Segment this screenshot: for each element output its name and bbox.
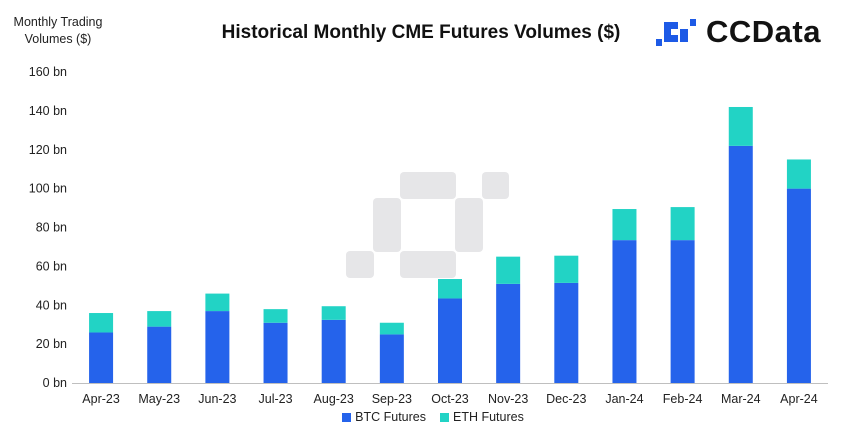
watermark-logo-graphic — [346, 172, 509, 278]
bar-btc-apr-24 — [786, 188, 811, 383]
y-tick-label: 100 bn — [29, 182, 67, 196]
y-tick-label: 0 bn — [43, 376, 67, 390]
y-axis-label: Monthly Trading Volumes ($) — [8, 14, 108, 48]
y-axis-label-line-1: Monthly Trading — [13, 15, 103, 29]
bar-eth-sep-23 — [379, 322, 404, 335]
x-tick-label: Aug-23 — [314, 392, 354, 406]
ccdata-logo-icon — [656, 19, 696, 46]
bar-eth-oct-23 — [438, 279, 462, 299]
y-tick-label: 160 bn — [29, 65, 67, 79]
x-tick-label: Sep-23 — [372, 392, 412, 406]
bar-btc-sep-23 — [379, 334, 404, 383]
watermark-block — [373, 198, 401, 252]
x-tick-label: Mar-24 — [721, 392, 761, 406]
watermark-block — [400, 172, 456, 199]
bar-eth-nov-23 — [496, 256, 521, 284]
x-tick-label: Feb-24 — [663, 392, 703, 406]
x-tick-label: Oct-23 — [431, 392, 469, 406]
y-axis-label-line-2: Volumes ($) — [24, 32, 92, 46]
y-tick-label: 80 bn — [36, 221, 67, 235]
y-tick-label: 40 bn — [36, 298, 67, 312]
legend-swatch-btc — [342, 412, 352, 422]
x-tick-label: Jul-23 — [259, 392, 293, 406]
x-axis: Apr-23 May-23 Jun-23 Jul-23 Aug-23 Sep-23 Oct-… — [72, 383, 828, 406]
legend-swatch-eth — [440, 412, 449, 422]
y-tick-label: 20 bn — [36, 337, 67, 351]
x-tick-label: Dec-23 — [546, 392, 586, 406]
watermark-block — [400, 251, 456, 278]
bar-btc-may-23 — [147, 326, 172, 383]
y-tick-label: 60 bn — [36, 259, 67, 273]
watermark-block — [482, 172, 509, 199]
bar-btc-jun-23 — [205, 311, 230, 383]
ccdata-logo: CCData — [654, 12, 821, 52]
legend-label-btc: BTC Futures — [355, 410, 426, 424]
x-tick-label: Jun-23 — [198, 392, 236, 406]
bar-eth-dec-23 — [554, 255, 579, 283]
bar-eth-jul-23 — [263, 309, 288, 323]
chart-legend: BTC Futures ETH Futures — [0, 410, 866, 424]
bar-btc-oct-23 — [438, 298, 462, 383]
ccdata-logo-text: CCData — [706, 14, 821, 49]
x-tick-label: Nov-23 — [488, 392, 528, 406]
bar-eth-apr-24 — [786, 159, 811, 189]
x-tick-label: Apr-24 — [780, 392, 818, 406]
bar-btc-apr-23 — [89, 332, 114, 383]
bar-btc-jan-24 — [612, 240, 637, 383]
legend-item-eth: ETH Futures — [440, 410, 524, 424]
x-tick-label: May-23 — [138, 392, 180, 406]
bar-eth-apr-23 — [89, 313, 114, 333]
watermark-block — [346, 251, 374, 278]
chart-title: Historical Monthly CME Futures Volumes (… — [0, 22, 866, 44]
chart-title-text: Historical Monthly CME Futures Volumes (… — [221, 22, 621, 43]
bars-group — [89, 106, 811, 383]
x-tick-label: Jan-24 — [605, 392, 643, 406]
bar-btc-aug-23 — [321, 319, 346, 383]
bar-eth-mar-24 — [728, 106, 753, 146]
watermark-block — [455, 198, 483, 252]
bar-btc-mar-24 — [728, 145, 753, 383]
y-tick-label: 120 bn — [29, 143, 67, 157]
legend-label-eth: ETH Futures — [453, 410, 524, 424]
bar-eth-jun-23 — [205, 293, 230, 312]
y-tick-label: 140 bn — [29, 104, 67, 118]
bar-btc-dec-23 — [554, 282, 579, 383]
y-axis: 0 bn 20 bn 40 bn 60 bn 80 bn 100 bn 120 bn 140 … — [29, 65, 67, 390]
bar-eth-jan-24 — [612, 209, 637, 241]
bar-btc-feb-24 — [670, 240, 695, 383]
bar-eth-feb-24 — [670, 207, 695, 241]
legend-item-btc: BTC Futures — [342, 410, 426, 424]
bar-eth-may-23 — [147, 311, 172, 327]
x-tick-label: Apr-23 — [82, 392, 120, 406]
bar-eth-aug-23 — [321, 306, 346, 320]
bar-btc-nov-23 — [496, 283, 521, 383]
bar-btc-jul-23 — [263, 322, 288, 383]
